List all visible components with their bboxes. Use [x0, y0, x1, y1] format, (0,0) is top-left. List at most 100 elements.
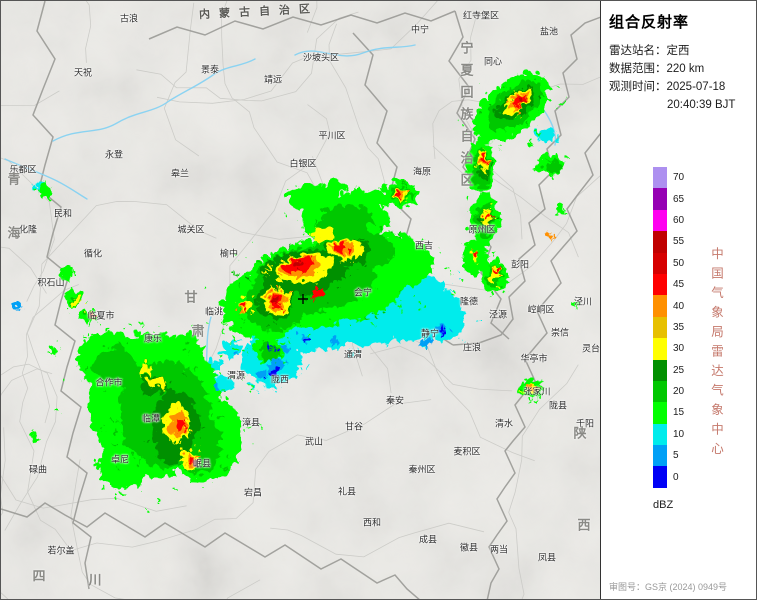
info-line: 观测时间：2025-07-18: [609, 81, 726, 93]
legend-swatch: [653, 380, 667, 403]
radar-echo-cell: [68, 293, 78, 301]
info-line: 雷达站名：定西: [609, 45, 690, 57]
radar-echo-cell: [327, 334, 335, 340]
legend-swatch: [653, 402, 667, 424]
legend-row: 60: [653, 209, 685, 232]
legend-value: 35: [673, 321, 685, 333]
radar-echo-cell: [470, 246, 476, 252]
radar-echo-cell: [337, 186, 385, 208]
legend-value: 40: [673, 300, 685, 312]
legend-swatch: [653, 252, 667, 274]
legend-swatch: [653, 466, 667, 488]
legend-swatch: [653, 359, 667, 381]
legend-row: 10: [653, 423, 685, 446]
legend-swatch: [653, 316, 667, 339]
radar-echo-cell: [481, 208, 487, 216]
radar-echo-cell: [154, 330, 200, 362]
radar-echo-cell: [523, 380, 531, 386]
radar-echo-cell: [135, 360, 147, 372]
radar-echo-cell: [488, 266, 494, 272]
radar-echo-cell: [172, 416, 180, 430]
legend-value: 50: [673, 257, 685, 269]
legend-row: 5: [653, 445, 684, 467]
radar-echo-cell: [308, 284, 320, 294]
radar-echo-cell: [309, 224, 329, 238]
radar-echo-cell: [476, 152, 482, 160]
legend-swatch: [653, 188, 667, 210]
legend-swatch: [653, 295, 667, 317]
legend-value: 55: [673, 236, 685, 248]
radar-echo-cell: [266, 340, 272, 344]
legend-value: 10: [673, 428, 685, 440]
radar-echo-cell: [513, 93, 519, 99]
legend-row: 20: [653, 380, 685, 403]
legend-row: 50: [653, 252, 685, 274]
radar-echo-cell: [35, 181, 47, 197]
radar-echo-cell: [551, 202, 561, 210]
legend-value: 0: [673, 471, 679, 483]
legend-unit: dBZ: [653, 499, 674, 511]
info-line: 20:40:39 BJT: [667, 99, 736, 111]
legend-row: 0: [653, 466, 684, 488]
legend-row: 40: [653, 295, 685, 317]
radar-echo-cell: [416, 335, 426, 343]
radar-echo-cell: [46, 342, 56, 350]
radar-echo-cell: [91, 344, 131, 378]
legend-row: 25: [653, 359, 685, 381]
legend-value: 65: [673, 193, 685, 205]
radar-map: 古浪 天祝 景泰 靖远 沙坡头区 中宁 红寺堡区 盐池 同心 海原 平川区 白银区 永登 皋兰 乐都区 民和化…: [1, 1, 601, 599]
radar-echo-cell: [330, 239, 346, 249]
legend-swatch: [653, 423, 667, 446]
station-info: 雷达站名：定西数据范围：220 km 观测时间：2025-07-18 20:40:3…: [609, 42, 748, 114]
legend-swatch: [653, 167, 667, 189]
legend-row: 30: [653, 338, 685, 360]
radar-echo-cell: [254, 366, 264, 376]
radar-echo-cell: [145, 372, 161, 386]
legend-row: 70: [653, 167, 685, 189]
radar-echo-cell: [532, 124, 550, 138]
legend-value: 15: [673, 407, 685, 419]
legend-row: 45: [653, 273, 685, 296]
legend-row: 55: [653, 231, 685, 253]
legend-value: 45: [673, 279, 685, 291]
radar-echo-cell: [185, 455, 191, 461]
info-line: 数据范围：220 km: [609, 63, 705, 75]
radar-echo-cell: [567, 298, 575, 304]
radar-echo-cell: [55, 266, 67, 276]
river-huangshui: [4, 158, 88, 200]
radar-map-canvas: [1, 1, 600, 599]
river-yellow-river: [52, 58, 256, 142]
product-title: 组合反射率: [609, 14, 690, 31]
radar-echo-cell: [405, 289, 461, 337]
agency-watermark: 中国气象局雷达气象中心: [709, 247, 723, 462]
radar-echo-cell: [235, 298, 241, 304]
legend-value: 20: [673, 386, 685, 398]
map-approval-number: 审图号：GS京 (2024) 0949号: [609, 582, 728, 592]
legend-swatch: [653, 209, 667, 232]
legend-value: 70: [673, 172, 685, 184]
legend-row: 35: [653, 316, 685, 339]
river-yellow-river-zhongwei: [294, 44, 416, 57]
dbz-color-legend: 70 65 60 55 50 45 40 35 30 25 20 15 10 5 0: [653, 167, 684, 488]
radar-echo-cell: [87, 311, 91, 315]
radar-echo-cell: [10, 298, 16, 304]
legend-row: 65: [653, 188, 685, 210]
radar-echo-cell: [256, 339, 276, 359]
radar-echo-cell: [319, 178, 343, 190]
map-overlay-layer: [298, 294, 308, 304]
radar-echo-cell: [219, 338, 239, 354]
radar-echo-cell: [541, 157, 557, 169]
legend-value: 5: [673, 450, 679, 462]
radar-echo-cell: [228, 346, 234, 352]
legend-swatch: [653, 445, 667, 467]
legend-swatch: [653, 338, 667, 360]
radar-echo-cell: [268, 292, 274, 298]
radar-echo-cell: [27, 433, 35, 439]
legend-value: 60: [673, 214, 685, 226]
legend-value: 25: [673, 364, 685, 376]
legend-value: 30: [673, 343, 685, 355]
radar-echo-cell: [315, 202, 369, 232]
radar-echo-cell: [277, 342, 285, 350]
radar-echo-layer: [10, 68, 578, 508]
